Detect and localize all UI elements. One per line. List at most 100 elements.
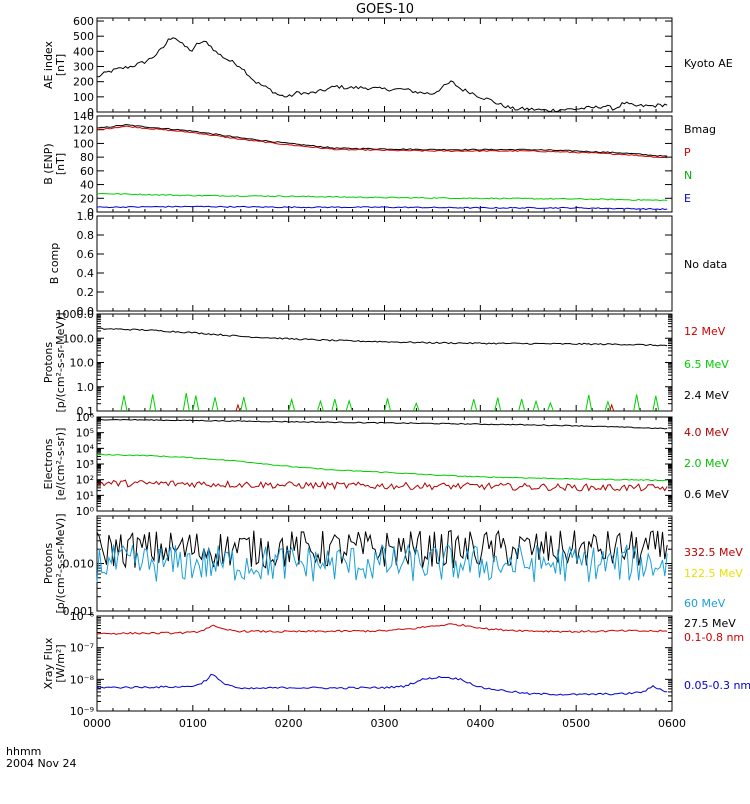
spike-6-5-mev (633, 394, 641, 412)
series-line-0-05-0-3-nm (96, 673, 668, 696)
y-tick-label: 10⁻⁷ (70, 642, 94, 655)
y-tick-label: 10⁻⁹ (70, 705, 94, 718)
spike-12-mev (609, 403, 615, 412)
panel-protons_low: 0.1 1.0 10.0 100.0 1000.0 Protons [p/(cm²-s-sr… (42, 308, 729, 418)
y-tick-label: 10⁵ (76, 427, 94, 440)
y-tick-label: 140 (73, 110, 94, 123)
y-tick-label: 300 (73, 61, 94, 74)
spike-6-5-mev (384, 398, 391, 412)
panel-frame (96, 17, 673, 113)
y-axis-label: [p/(cm²-s-sr-MeV)] (54, 313, 67, 413)
plot-title: GOES-10 (356, 2, 414, 17)
legend-entry: Bmag (684, 123, 716, 136)
panel-frame (96, 313, 673, 412)
y-axis-label: B (ENP) (42, 143, 55, 184)
x-tick-label: 0600 (658, 717, 686, 730)
legend-entry: E (684, 192, 691, 205)
y-tick-label: 10⁻⁸ (70, 673, 95, 686)
spike-6-5-mev (546, 401, 554, 412)
legend-entry: P (684, 146, 691, 159)
spike-6-5-mev (192, 395, 200, 412)
y-tick-label: 100.0 (63, 332, 95, 345)
y-tick-label: 0.001 (63, 605, 95, 618)
legend-entry: 122.5 MeV (684, 567, 743, 580)
spike-6-5-mev (652, 395, 660, 412)
panel-electrons: 10⁰ 10¹ 10² 10³ 10⁴ 10⁵ 10⁶ Electrons [e/(cm²-s-… (42, 411, 729, 518)
legend-entry: 6.5 MeV (684, 358, 729, 371)
panel-frame (96, 416, 673, 512)
y-tick-label: 500 (73, 30, 94, 43)
spike-6-5-mev (240, 396, 248, 412)
spike-6-5-mev (345, 398, 353, 412)
y-tick-label: 10² (76, 474, 94, 487)
y-tick-label: 100 (73, 91, 94, 104)
spike-6-5-mev (585, 394, 593, 412)
spike-12-mev (235, 403, 241, 412)
y-tick-label: 80 (80, 151, 94, 164)
legend-entry: 12 MeV (684, 325, 726, 338)
y-tick-label: 200 (73, 76, 94, 89)
y-axis-label: [p/(cm²-s-sr-MeV)] (54, 514, 67, 614)
spike-6-5-mev (182, 392, 190, 412)
legend-entry: 0.05-0.3 nm (684, 679, 750, 692)
y-tick-label: 10⁻⁶ (70, 610, 95, 623)
legend-entry: 2.4 MeV (684, 389, 729, 402)
y-axis-label: Xray Flux (42, 637, 55, 689)
time-axis-date: 2004 Nov 24 (6, 757, 76, 770)
x-tick-label: 0300 (371, 717, 399, 730)
y-tick-label: 40 (80, 179, 94, 192)
y-axis-label: AE index (42, 40, 55, 89)
series-line-0-1-0-8-nm (96, 623, 668, 635)
legend-entry: 4.0 MeV (684, 426, 729, 439)
y-tick-label: 120 (73, 124, 94, 137)
y-tick-label: 10⁰ (76, 505, 95, 518)
y-tick-label: 0.0 (77, 305, 95, 318)
spike-6-5-mev (532, 399, 540, 412)
y-axis-label: [nT] (54, 153, 67, 175)
x-tick-label: 0500 (562, 717, 590, 730)
spike-6-5-mev (518, 398, 526, 412)
series-line-kyoto-ae (96, 37, 668, 113)
y-axis-label: Protons (42, 543, 55, 584)
x-tick-label: 0000 (83, 717, 111, 730)
series-line-e (96, 205, 668, 211)
legend-entry: 27.5 MeV (684, 617, 736, 630)
y-tick-label: 400 (73, 45, 94, 58)
series-line-4-0-mev (96, 479, 668, 492)
spike-6-5-mev (494, 397, 502, 412)
spike-6-5-mev (412, 401, 420, 412)
y-axis-label: [e/(cm²-s-sr)] (54, 428, 67, 501)
y-tick-label: 0.2 (77, 286, 95, 299)
y-tick-label: 10³ (76, 458, 94, 471)
y-tick-label: 10⁶ (76, 411, 95, 424)
y-tick-label: 20 (80, 192, 94, 205)
y-tick-label: 100 (73, 137, 94, 150)
y-tick-label: 0.010 (63, 558, 95, 571)
spike-6-5-mev (120, 395, 128, 412)
legend-entry: N (684, 169, 692, 182)
y-tick-label: 0.6 (77, 248, 95, 261)
legend-entry: Kyoto AE (684, 57, 733, 70)
spike-6-5-mev (149, 394, 157, 412)
series-line-p (96, 125, 668, 159)
y-tick-label: 1.0 (77, 210, 95, 223)
spike-6-5-mev (470, 399, 478, 412)
legend-entry: 60 MeV (684, 597, 726, 610)
spike-6-5-mev (316, 399, 324, 412)
y-tick-label: 600 (73, 15, 94, 28)
series-line-0-6-mev (96, 418, 668, 430)
legend-entry: 332.5 MeV (684, 546, 743, 559)
panel-protons_high: 0.001 0.010 Protons [p/(cm²-s-sr-MeV)] 332.5… (42, 514, 743, 631)
y-tick-label: 1000.0 (56, 308, 95, 321)
panel-ae: 0 100 200 300 400 500 600 AE index [nT] Kyoto AE (42, 15, 733, 119)
series-line-bmag (96, 123, 668, 157)
y-axis-label: [nT] (54, 54, 67, 76)
spike-6-5-mev (604, 400, 612, 412)
y-tick-label: 10¹ (76, 489, 94, 502)
panel-bcomp: 0.0 0.2 0.4 0.6 0.8 1.0 B comp No data (48, 210, 727, 318)
x-tick-label: 0400 (466, 717, 494, 730)
series-line-2-0-mev (96, 453, 668, 482)
panel-xray: 10⁻⁹ 10⁻⁸ 10⁻⁷ 10⁻⁶ Xray Flux [W/m²] 0.1-0.8 n… (42, 610, 750, 718)
